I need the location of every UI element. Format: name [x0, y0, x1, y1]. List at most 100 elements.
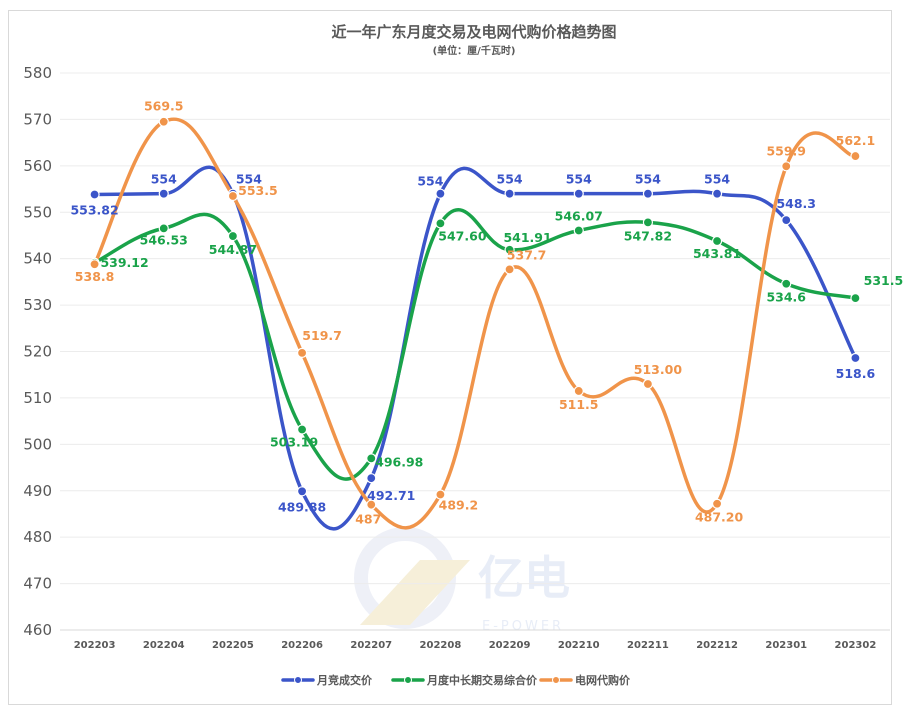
watermark-brand: 亿电	[478, 551, 570, 605]
y-tick-label: 540	[23, 250, 52, 268]
data-label: 489.2	[439, 497, 479, 512]
y-axis: 460 470 480 490 500 510 520 530 540 550 560 570 580	[23, 64, 52, 639]
data-point	[781, 215, 792, 226]
data-point	[89, 259, 100, 270]
y-tick-label: 570	[23, 110, 52, 128]
y-tick-label: 460	[23, 621, 52, 639]
chart-title: 近一年广东月度交易及电网代购价格趋势图	[331, 23, 616, 41]
data-point	[573, 188, 584, 199]
data-label: 544.87	[209, 242, 257, 257]
watermark-logo-swoosh	[360, 560, 470, 625]
data-label: 554	[635, 172, 661, 187]
series-group	[89, 116, 861, 531]
data-point	[781, 278, 792, 289]
data-point	[158, 188, 169, 199]
data-point	[781, 161, 792, 172]
data-point	[296, 486, 308, 497]
x-tick-label: 202206	[281, 640, 323, 651]
data-point	[296, 424, 308, 435]
data-label: 554	[566, 172, 592, 187]
data-point	[642, 217, 654, 228]
data-point	[296, 347, 308, 358]
data-label: 554	[151, 172, 177, 187]
data-point	[366, 499, 377, 510]
legend-marker	[294, 676, 302, 684]
data-label: 547.60	[438, 228, 487, 243]
data-label: 487	[355, 512, 381, 527]
data-point	[89, 189, 100, 200]
data-label: 554	[704, 172, 730, 187]
data-label: 554	[497, 172, 523, 187]
data-label: 541.91	[503, 230, 551, 245]
data-label: 553.5	[238, 183, 278, 198]
legend: 月竞成交价 月度中长期交易综合价 电网代购价	[281, 673, 631, 687]
data-point	[435, 489, 446, 500]
data-point	[435, 218, 446, 229]
y-tick-label: 510	[23, 389, 52, 407]
data-point	[504, 244, 515, 255]
data-point	[850, 293, 861, 304]
data-label: 492.71	[367, 488, 415, 503]
data-point	[504, 188, 515, 199]
data-label: 543.81	[693, 246, 741, 261]
data-point	[573, 385, 584, 397]
data-label: 537.7	[507, 247, 547, 262]
data-point	[504, 264, 515, 275]
y-tick-label: 560	[23, 157, 52, 175]
y-tick-label: 470	[23, 575, 52, 593]
legend-label: 电网代购价	[575, 673, 631, 687]
data-point	[366, 453, 377, 464]
chart-subtitle: (单位：厘/千瓦时)	[433, 44, 516, 57]
y-tick-label: 530	[23, 296, 52, 314]
data-label: 546.07	[555, 208, 603, 223]
data-label: 518.6	[836, 366, 876, 381]
x-tick-label: 202203	[74, 640, 116, 651]
x-tick-label: 202210	[558, 640, 600, 651]
x-tick-label: 202212	[696, 640, 738, 651]
data-point	[642, 188, 654, 199]
y-tick-label: 490	[23, 482, 52, 500]
data-label: 519.7	[302, 328, 342, 343]
y-tick-label: 520	[23, 343, 52, 361]
data-label: 511.5	[559, 397, 599, 412]
legend-marker	[552, 676, 560, 684]
data-label: 496.98	[375, 454, 423, 469]
data-point	[850, 150, 861, 162]
data-point	[711, 498, 723, 509]
data-point	[711, 188, 723, 199]
data-label: 539.12	[100, 255, 148, 270]
data-label: 534.6	[766, 290, 806, 305]
data-label: 489.88	[278, 499, 326, 514]
data-point	[642, 378, 654, 390]
x-tick-label: 202205	[212, 640, 254, 651]
data-label: 553.82	[70, 203, 118, 218]
x-tick-label: 202207	[350, 640, 392, 651]
x-tick-label: 202302	[835, 640, 877, 651]
data-label: 548.3	[776, 196, 816, 211]
legend-label: 月竞成交价	[316, 673, 373, 687]
data-label: 554	[417, 174, 443, 189]
y-tick-label: 480	[23, 528, 52, 546]
data-label: 531.5	[864, 273, 904, 288]
data-label: 546.53	[140, 232, 188, 247]
x-tick-label: 202301	[765, 640, 807, 651]
data-point	[158, 116, 169, 127]
data-label: 487.20	[695, 510, 744, 525]
data-label: 538.8	[75, 269, 115, 284]
data-point	[366, 473, 377, 484]
legend-marker	[404, 676, 412, 684]
data-point	[435, 188, 446, 199]
data-point	[158, 223, 169, 234]
watermark-sub: E-POWER	[482, 619, 564, 634]
data-label: 554	[236, 172, 262, 187]
legend-label: 月度中长期交易综合价	[426, 673, 538, 687]
x-tick-label: 202209	[489, 640, 531, 651]
data-label: 503.19	[270, 435, 318, 450]
data-point	[711, 235, 723, 247]
y-tick-label: 550	[23, 203, 52, 221]
data-point	[227, 190, 239, 202]
x-axis: 202203 202204 202205 202206 202207 202208 2022…	[74, 640, 877, 651]
x-tick-label: 202208	[420, 640, 462, 651]
